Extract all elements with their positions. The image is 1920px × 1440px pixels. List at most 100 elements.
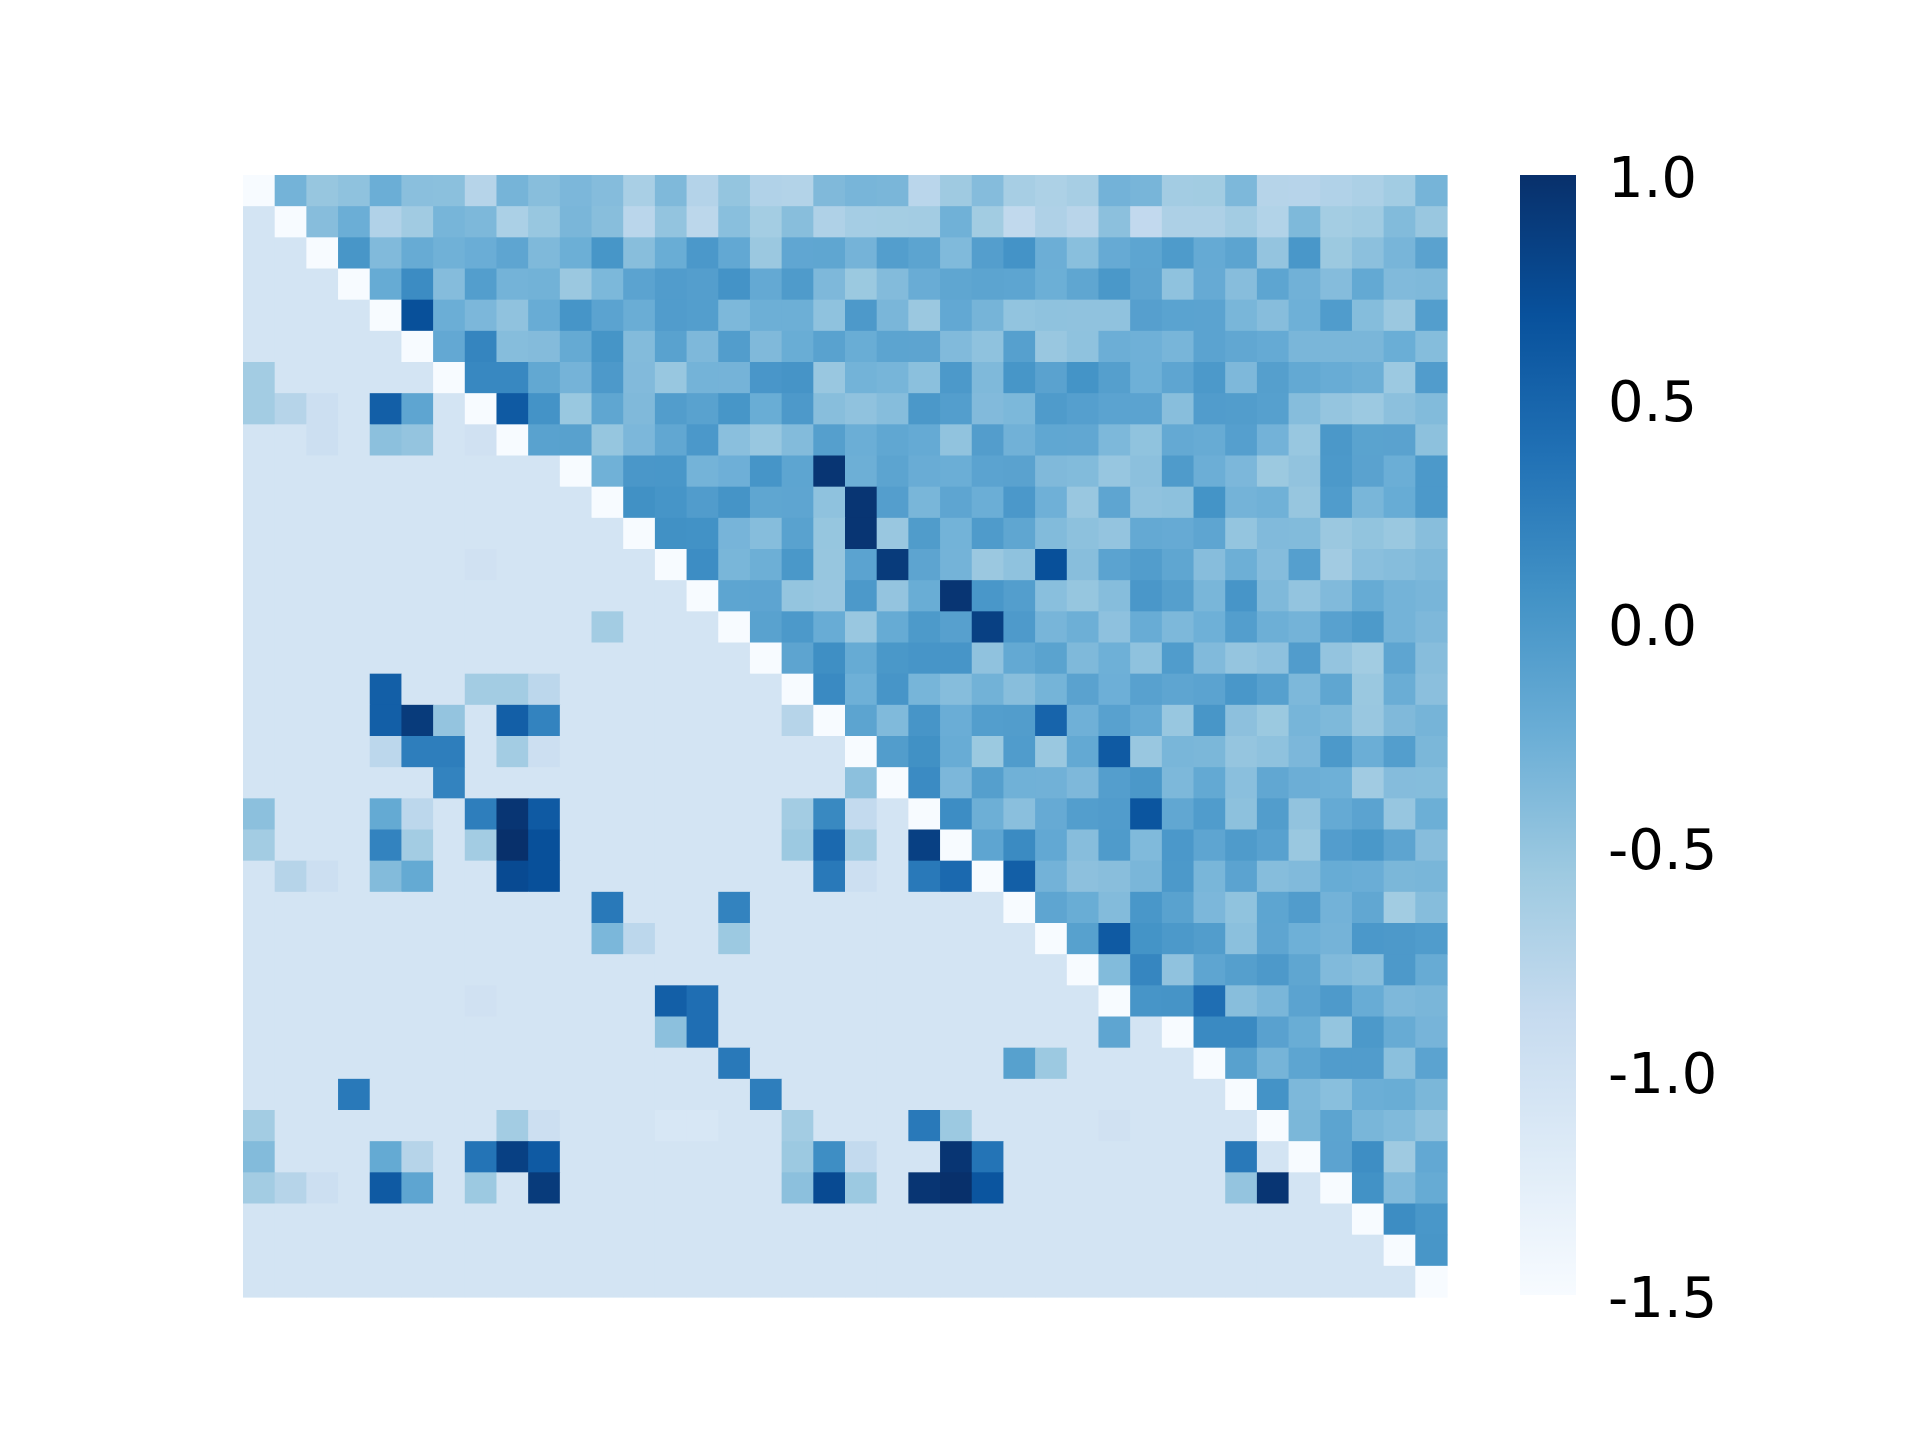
heatmap-cell [654, 767, 688, 799]
heatmap-cell [1098, 393, 1131, 425]
heatmap-cell [1130, 798, 1163, 831]
heatmap-cell [1288, 362, 1321, 394]
heatmap-cell [971, 362, 1005, 394]
heatmap-cell [591, 1110, 624, 1142]
heatmap-cell [718, 798, 751, 831]
heatmap-cell [464, 455, 498, 488]
heatmap-cell [528, 486, 561, 519]
heatmap-cell [306, 330, 339, 363]
heatmap-cell [908, 237, 941, 270]
heatmap-cell [749, 798, 783, 831]
heatmap-cell [718, 455, 751, 488]
heatmap-cell [1035, 330, 1068, 363]
heatmap-cell [1066, 1016, 1100, 1049]
heatmap-cell [243, 829, 276, 862]
heatmap-cell [908, 1203, 941, 1236]
heatmap-cell [623, 1016, 656, 1049]
heatmap-cell [559, 1203, 593, 1236]
heatmap-cell [718, 1234, 751, 1267]
heatmap-cell [496, 517, 529, 550]
heatmap-cell [528, 860, 561, 893]
heatmap-cell [971, 767, 1005, 799]
heatmap-cell [971, 580, 1005, 612]
heatmap-cell [243, 1172, 276, 1205]
heatmap-cell [243, 206, 276, 238]
heatmap-cell [718, 424, 751, 457]
heatmap-cell [718, 517, 751, 550]
heatmap-cell [845, 736, 878, 768]
heatmap-cell [1320, 455, 1353, 488]
heatmap-cell [813, 1047, 846, 1080]
heatmap-cell [1193, 673, 1226, 706]
heatmap-cell [1225, 673, 1258, 706]
heatmap-cell [243, 175, 276, 207]
heatmap-cell [940, 611, 973, 644]
heatmap-cell [813, 642, 846, 675]
heatmap-cell [559, 1047, 593, 1080]
heatmap-cell [813, 330, 846, 363]
heatmap-cell [559, 611, 593, 644]
heatmap-cell [464, 1203, 498, 1236]
heatmap-cell [464, 1265, 498, 1298]
heatmap-cell [1193, 424, 1226, 457]
heatmap-cell [686, 362, 719, 394]
heatmap-cell [908, 206, 941, 238]
heatmap-cell [1193, 1265, 1226, 1298]
heatmap-cell [496, 642, 529, 675]
heatmap-cell [749, 704, 783, 737]
heatmap-cell [559, 580, 593, 612]
heatmap-cell [1320, 985, 1353, 1018]
heatmap-cell [781, 206, 814, 238]
heatmap-cell [1351, 891, 1385, 924]
heatmap-cell [369, 1234, 403, 1267]
heatmap-cell [528, 1172, 561, 1205]
heatmap-cell [971, 891, 1005, 924]
heatmap-cell [243, 486, 276, 519]
heatmap-cell [1288, 486, 1321, 519]
heatmap-cell [813, 704, 846, 737]
heatmap-cell [559, 237, 593, 270]
heatmap-cell [845, 767, 878, 799]
heatmap-cell [1288, 767, 1321, 799]
heatmap-cell [274, 642, 307, 675]
heatmap-cell [559, 1078, 593, 1111]
heatmap-cell [781, 1047, 814, 1080]
heatmap-cell [1256, 673, 1290, 706]
heatmap-cell [1288, 580, 1321, 612]
heatmap-cell [338, 1110, 371, 1142]
heatmap-cell [876, 985, 909, 1018]
heatmap-cell [1288, 860, 1321, 893]
heatmap-cell [1383, 1265, 1416, 1298]
heatmap-cell [623, 1078, 656, 1111]
heatmap-cell [243, 673, 276, 706]
heatmap-cell [940, 860, 973, 893]
heatmap-cell [1066, 580, 1100, 612]
heatmap-cell [306, 237, 339, 270]
heatmap-cell [1225, 517, 1258, 550]
heatmap-cell [1193, 549, 1226, 581]
heatmap-cell [1098, 1016, 1131, 1049]
heatmap-cell [1130, 330, 1163, 363]
heatmap-cell [749, 237, 783, 270]
heatmap-cell [781, 673, 814, 706]
heatmap-cell [274, 611, 307, 644]
heatmap-cell [1098, 1078, 1131, 1111]
heatmap-cell [1130, 611, 1163, 644]
heatmap-cell [1003, 424, 1036, 457]
heatmap-cell [528, 1110, 561, 1142]
heatmap-cell [718, 580, 751, 612]
heatmap-cell [274, 1078, 307, 1111]
heatmap-cell [845, 642, 878, 675]
heatmap-cell [1415, 704, 1448, 737]
heatmap-cell [813, 923, 846, 955]
heatmap-cell [1003, 549, 1036, 581]
heatmap-cell [845, 1203, 878, 1236]
heatmap-cell [464, 642, 498, 675]
heatmap-cell [1003, 611, 1036, 644]
heatmap-cell [749, 268, 783, 301]
heatmap-cell [813, 1141, 846, 1173]
heatmap-cell [1035, 1265, 1068, 1298]
heatmap-cell [1130, 1265, 1163, 1298]
heatmap-cell [1225, 1265, 1258, 1298]
heatmap-cell [1351, 1078, 1385, 1111]
